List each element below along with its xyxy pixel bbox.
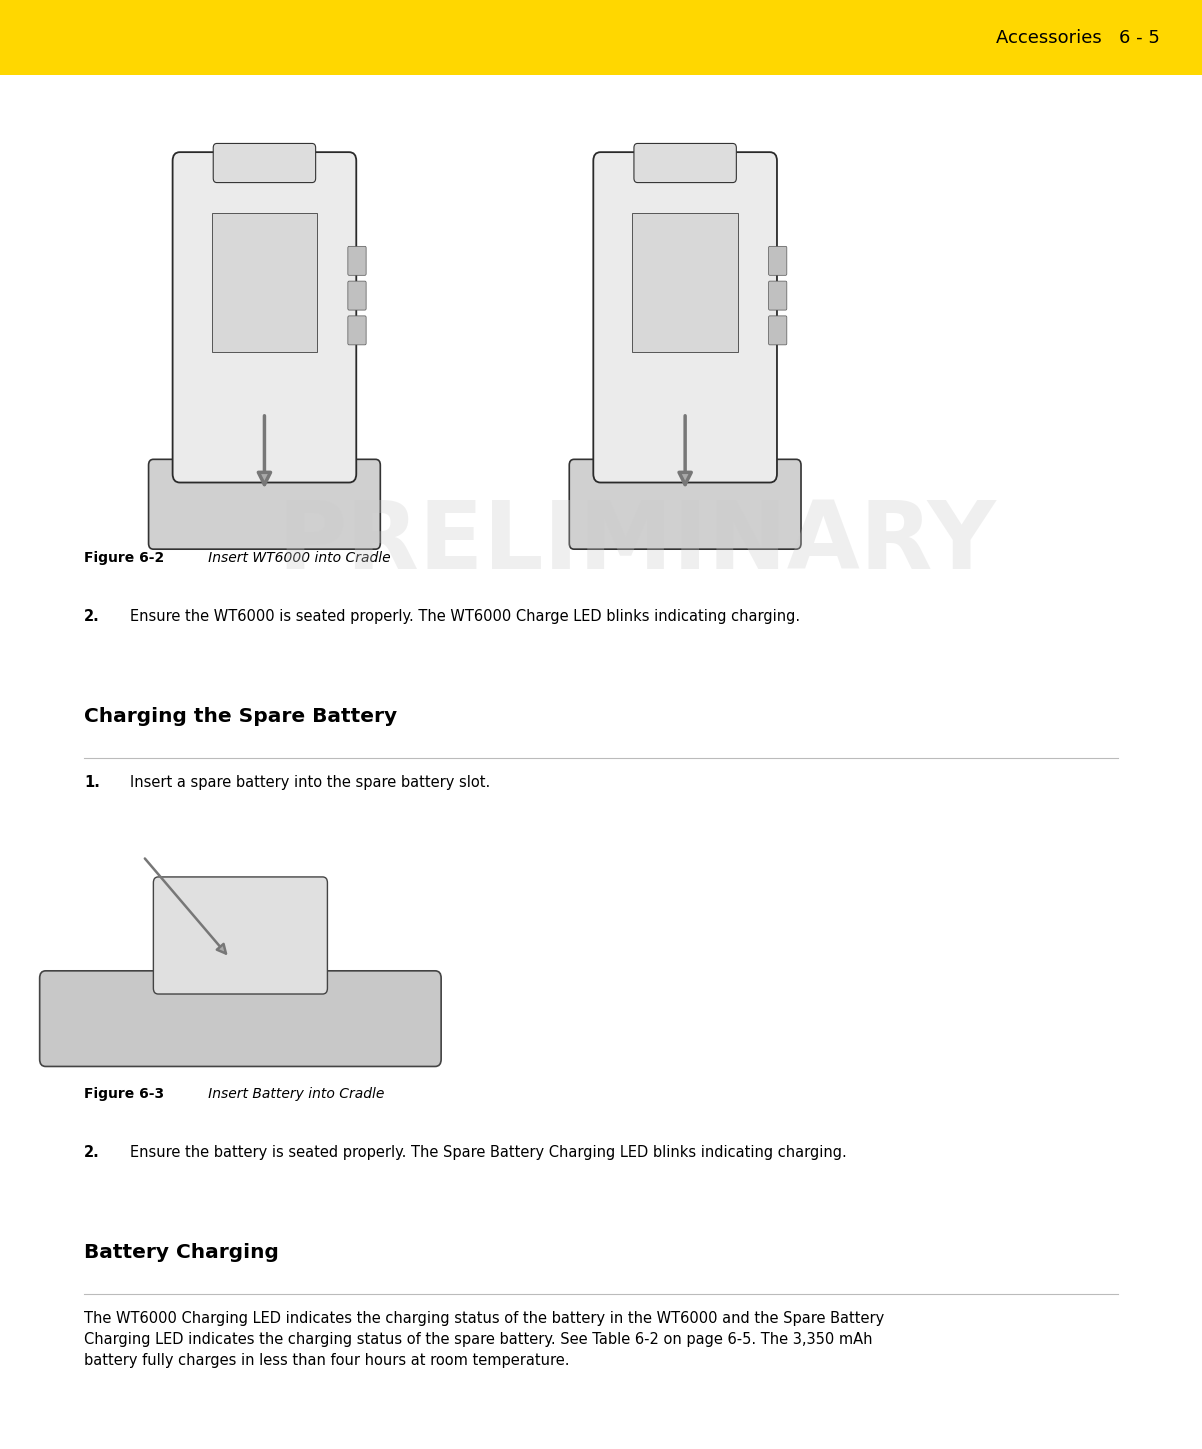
Text: Ensure the WT6000 is seated properly. The WT6000 Charge LED blinks indicating ch: Ensure the WT6000 is seated properly. Th… (130, 609, 801, 623)
Text: PRELIMINARY: PRELIMINARY (278, 497, 996, 590)
Text: 2.: 2. (84, 609, 100, 623)
FancyBboxPatch shape (40, 971, 441, 1066)
Text: 2.: 2. (84, 1145, 100, 1159)
FancyBboxPatch shape (347, 281, 367, 310)
Text: 1.: 1. (84, 775, 100, 790)
Text: Insert Battery into Cradle: Insert Battery into Cradle (195, 1087, 385, 1101)
FancyBboxPatch shape (212, 213, 317, 352)
Text: Battery Charging: Battery Charging (84, 1243, 279, 1262)
Text: Accessories   6 - 5: Accessories 6 - 5 (996, 29, 1160, 46)
FancyBboxPatch shape (570, 459, 801, 549)
Text: Charging the Spare Battery: Charging the Spare Battery (84, 707, 398, 726)
FancyBboxPatch shape (633, 143, 737, 183)
FancyBboxPatch shape (213, 143, 316, 183)
FancyBboxPatch shape (0, 0, 1202, 75)
Text: Figure 6-2: Figure 6-2 (84, 551, 165, 565)
FancyBboxPatch shape (768, 316, 787, 345)
Text: Insert a spare battery into the spare battery slot.: Insert a spare battery into the spare ba… (130, 775, 490, 790)
Text: Insert WT6000 into Cradle: Insert WT6000 into Cradle (195, 551, 391, 565)
FancyBboxPatch shape (173, 152, 356, 483)
FancyBboxPatch shape (768, 281, 787, 310)
FancyBboxPatch shape (594, 152, 776, 483)
FancyBboxPatch shape (149, 459, 380, 549)
FancyBboxPatch shape (632, 213, 738, 352)
Text: Ensure the battery is seated properly. The Spare Battery Charging LED blinks ind: Ensure the battery is seated properly. T… (130, 1145, 846, 1159)
FancyBboxPatch shape (347, 246, 367, 275)
Text: The WT6000 Charging LED indicates the charging status of the battery in the WT60: The WT6000 Charging LED indicates the ch… (84, 1311, 885, 1368)
FancyBboxPatch shape (768, 246, 787, 275)
FancyBboxPatch shape (154, 877, 327, 994)
Text: Figure 6-3: Figure 6-3 (84, 1087, 165, 1101)
FancyBboxPatch shape (347, 316, 367, 345)
